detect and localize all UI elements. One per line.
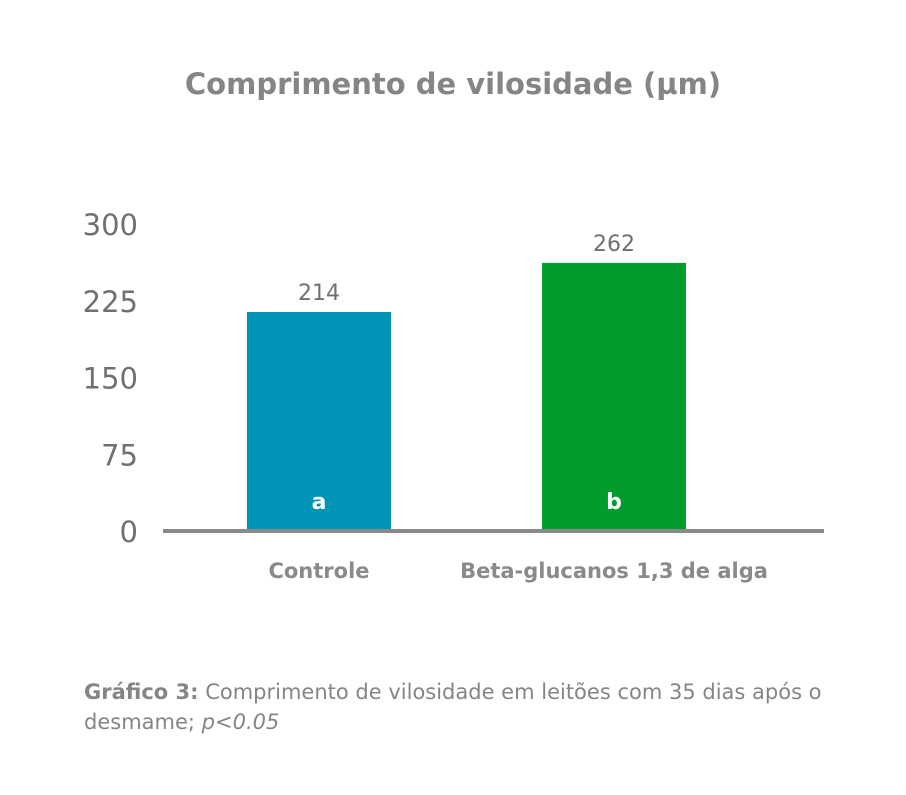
category-label: Beta-glucanos 1,3 de alga [460, 559, 768, 583]
bar-value-label: 214 [298, 281, 340, 306]
bar [542, 262, 686, 531]
y-tick-label: 225 [83, 285, 138, 319]
significance-letter: b [606, 490, 622, 515]
figure-caption: Gráfico 3: Comprimento de vilosidade em … [84, 677, 864, 737]
x-axis-labels: Controle Beta-glucanos 1,3 de alga [268, 559, 767, 583]
caption-p-value: p<0.05 [201, 710, 280, 734]
bar-chart: Comprimento de vilosidade (µm) 0 75 150 225… [83, 67, 824, 583]
y-tick-label: 75 [101, 438, 138, 472]
y-tick-label: 150 [83, 362, 138, 396]
bar [247, 312, 391, 531]
significance-letter: a [312, 490, 327, 515]
bars: 214 a 262 b [247, 232, 686, 531]
chart-title: Comprimento de vilosidade (µm) [185, 67, 721, 101]
y-axis-ticks: 0 75 150 225 300 [83, 208, 138, 549]
caption-label: Gráfico 3: [84, 680, 199, 704]
y-tick-label: 0 [120, 515, 138, 549]
caption-text: Comprimento de vilosidade em leitões com… [84, 680, 822, 734]
category-label: Controle [268, 559, 369, 583]
y-tick-label: 300 [83, 208, 138, 242]
bar-value-label: 262 [593, 232, 635, 257]
